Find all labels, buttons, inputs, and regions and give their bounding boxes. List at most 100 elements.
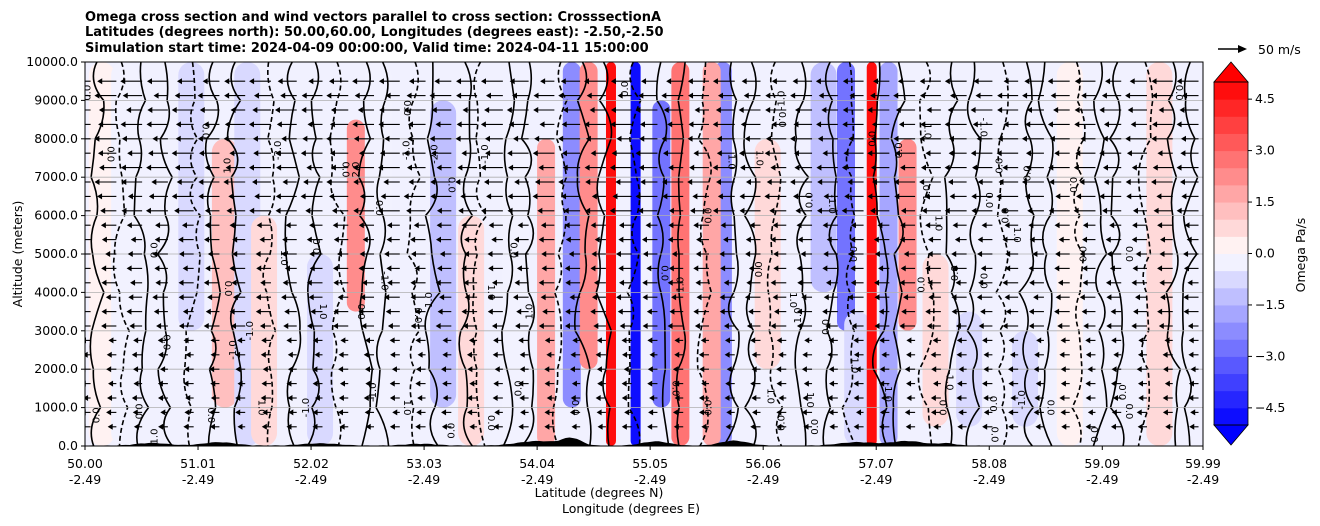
wind-arrowhead-183 xyxy=(252,135,258,142)
wind-arrowhead-931 xyxy=(261,380,267,387)
wind-arrowhead-381 xyxy=(823,193,829,200)
wind-arrowhead-284 xyxy=(584,164,590,171)
wind-arrowhead-978 xyxy=(338,395,344,401)
wind-arrowhead-834 xyxy=(1164,337,1170,344)
wind-arrowhead-203 xyxy=(765,135,771,142)
wind-arrowhead-403 xyxy=(249,207,255,214)
wind-arrowhead-333 xyxy=(716,179,722,185)
wind-arrowhead-461 xyxy=(618,222,624,229)
wind-arrowhead-980 xyxy=(389,395,395,401)
wind-arrowhead-72 xyxy=(790,92,796,99)
wind-arrowhead-949 xyxy=(725,380,731,387)
wind-arrowhead-271 xyxy=(248,164,254,171)
wind-arrowhead-968 xyxy=(85,395,89,401)
wind-arrowhead-157 xyxy=(712,121,718,128)
wind-arrowhead-360 xyxy=(275,193,281,200)
wind-arrowhead-896 xyxy=(494,366,500,373)
wind-arrowhead-868 xyxy=(906,351,912,358)
wind-arrowhead-767 xyxy=(564,323,570,329)
wind-arrowhead-165 xyxy=(920,121,926,128)
wind-arrowhead-1027 xyxy=(467,409,473,416)
wind-arrowhead-123 xyxy=(970,107,976,113)
colorbar-level-2 xyxy=(1214,373,1248,392)
wind-arrowhead-850 xyxy=(442,351,448,358)
wind-arrowhead-35 xyxy=(973,78,979,85)
wind-arrowhead-7 xyxy=(249,78,255,85)
wind-arrowhead-496 xyxy=(386,236,392,243)
wind-arrowhead-1055 xyxy=(1190,409,1196,416)
contour-label-54: 0.0 xyxy=(804,192,815,208)
wind-arrowhead-835 xyxy=(1188,337,1194,344)
wind-arrowhead-408 xyxy=(377,207,383,214)
wind-arrowhead-986 xyxy=(546,395,552,401)
wind-arrowhead-61 xyxy=(511,92,517,99)
wind-arrowhead-98 xyxy=(330,107,336,113)
wind-arrowhead-706 xyxy=(126,308,132,315)
wind-arrowhead-649 xyxy=(927,279,933,286)
contour-label-1: 0.0 xyxy=(104,146,115,162)
x-tick-label-lon-5: -2.49 xyxy=(634,472,666,487)
y-tick-label-6: 6000.0 xyxy=(34,208,78,223)
wind-arrowhead-511 xyxy=(770,236,776,243)
contour-label-52: 0.0 xyxy=(776,415,787,431)
wind-arrowhead-855 xyxy=(570,351,576,358)
wind-arrowhead-523 xyxy=(1082,236,1088,243)
wind-arrowhead-177 xyxy=(94,135,100,142)
wind-arrowhead-582 xyxy=(333,265,339,272)
wind-arrowhead-829 xyxy=(1036,337,1042,344)
x-tick-label-lat-8: 58.08 xyxy=(971,456,1007,471)
wind-arrowhead-870 xyxy=(956,351,962,358)
wind-arrowhead-550 xyxy=(642,251,648,257)
wind-arrowhead-519 xyxy=(977,236,983,243)
wind-arrowhead-545 xyxy=(513,251,519,257)
wind-arrowhead-443 xyxy=(155,222,161,229)
wind-arrowhead-1095 xyxy=(1085,423,1091,430)
wind-arrowhead-338 xyxy=(847,179,853,185)
wind-arrowhead-954 xyxy=(853,380,859,387)
wind-arrowhead-121 xyxy=(926,107,932,113)
wind-arrowhead-612 xyxy=(1109,265,1115,272)
wind-arrowhead-172 xyxy=(1103,121,1109,128)
wind-arrowhead-786 xyxy=(1057,323,1063,329)
wind-arrowhead-1048 xyxy=(1008,409,1014,416)
wind-arrowhead-220 xyxy=(69,150,74,156)
wind-arrowhead-844 xyxy=(287,351,293,358)
wind-arrowhead-65 xyxy=(617,92,623,99)
wind-arrowhead-841 xyxy=(210,351,216,358)
wind-arrowhead-37 xyxy=(1024,78,1030,85)
wind-arrowhead-929 xyxy=(210,380,216,387)
wind-arrowhead-91 xyxy=(147,107,153,113)
wind-arrowhead-928 xyxy=(183,380,189,387)
wind-arrowhead-913 xyxy=(931,366,937,373)
wind-arrowhead-621 xyxy=(203,279,209,286)
y-tick-label-8: 8000.0 xyxy=(34,131,78,146)
contour-label-68: 0.0 xyxy=(916,277,927,293)
wind-arrowhead-787 xyxy=(1083,323,1089,329)
wind-arrowhead-193 xyxy=(513,135,519,142)
wind-arrowhead-189 xyxy=(407,135,413,142)
wind-arrowhead-307 xyxy=(1176,164,1182,171)
x-tick-label-lat-7: 57.07 xyxy=(858,456,894,471)
contour-label-83: 0.0 xyxy=(1067,177,1078,193)
wind-arrowhead-346 xyxy=(1049,179,1055,185)
wind-arrowhead-1022 xyxy=(337,409,343,416)
wind-arrowhead-77 xyxy=(919,92,925,99)
contour-label-7: 0.0 xyxy=(200,123,211,139)
wind-arrowhead-648 xyxy=(899,279,905,286)
contour-label-57: 1.0 xyxy=(804,392,815,408)
wind-arrowhead-23 xyxy=(666,78,672,85)
wind-arrowhead-499 xyxy=(464,236,470,243)
colorbar-level-15 xyxy=(1214,150,1248,169)
wind-arrowhead-601 xyxy=(822,265,828,272)
wind-arrowhead-854 xyxy=(546,351,552,358)
wind-arrowhead-1050 xyxy=(1060,409,1066,416)
wind-arrowhead-952 xyxy=(803,380,809,387)
wind-arrowhead-433 xyxy=(1027,207,1033,214)
wind-arrowhead-364 xyxy=(380,193,386,200)
wind-arrowhead-27 xyxy=(771,78,777,85)
wind-arrowhead-827 xyxy=(982,337,988,344)
wind-arrowhead-111 xyxy=(663,107,669,113)
wind-arrowhead-842 xyxy=(235,351,241,358)
wind-arrowhead-1068 xyxy=(389,423,395,430)
wind-arrowhead-263 xyxy=(1180,150,1186,157)
